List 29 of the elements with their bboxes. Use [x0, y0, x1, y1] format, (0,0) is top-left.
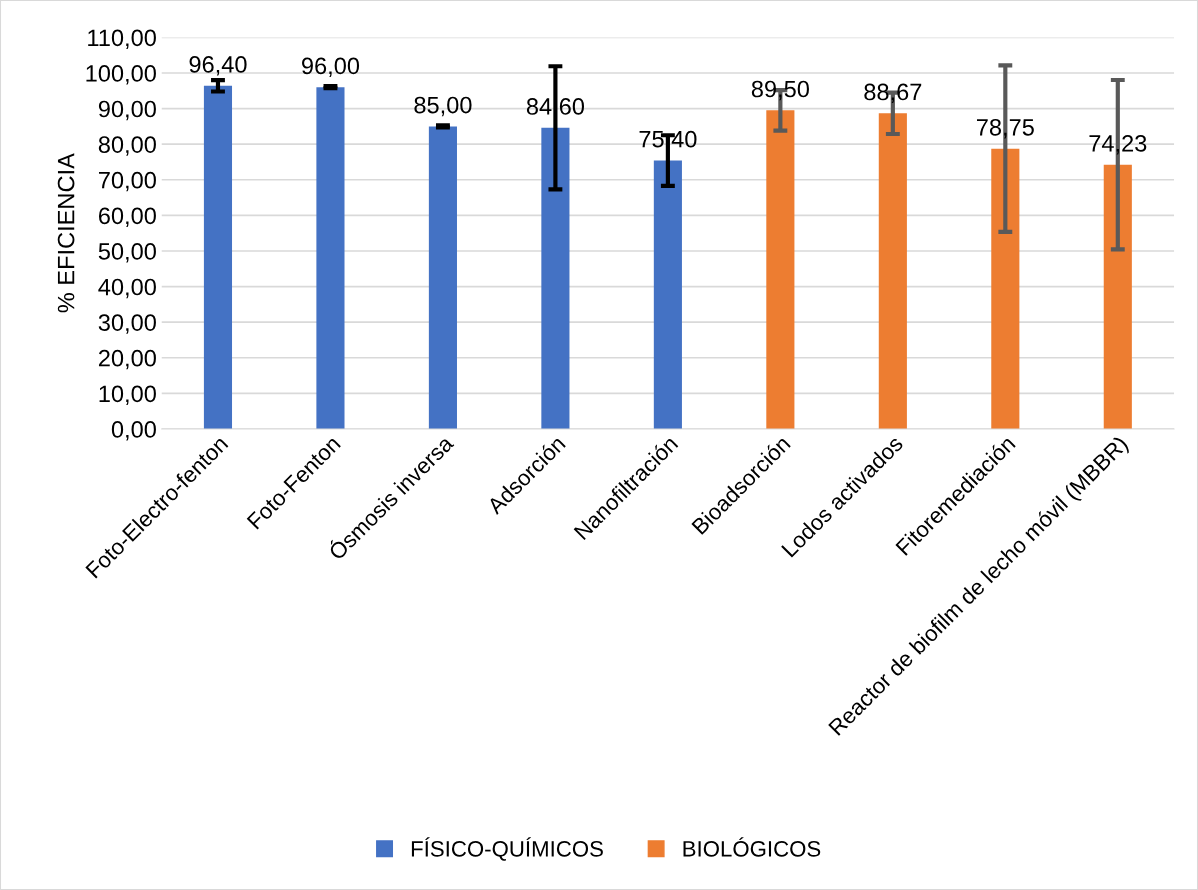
y-axis-title: % EFICIENCIA	[57, 153, 75, 313]
y-tick-label: 70,00	[99, 171, 156, 192]
bar	[766, 110, 795, 429]
y-tick-label: 30,00	[98, 314, 156, 334]
y-tick-label: 110,00	[88, 29, 156, 49]
data-label: 89,50	[751, 80, 809, 101]
y-tick-label: 80,00	[98, 136, 156, 156]
y-tick-label: 0,00	[111, 421, 156, 441]
y-tick-label: 40,00	[98, 278, 156, 299]
data-label: 96,00	[302, 57, 360, 78]
bar	[878, 113, 907, 429]
bar	[653, 160, 682, 429]
y-tick-label: 90,00	[98, 100, 156, 121]
bar	[991, 148, 1020, 429]
bar	[1103, 164, 1132, 429]
y-tick-label: 20,00	[98, 349, 156, 370]
data-label: 88,67	[864, 83, 922, 104]
y-tick-label: 50,00	[98, 243, 156, 263]
legend-label: BIOLÓGICOS	[683, 837, 821, 857]
y-tick-label: 100,00	[86, 65, 156, 85]
bar	[316, 87, 345, 429]
bar	[203, 85, 233, 429]
data-label: 85,00	[414, 96, 472, 117]
bar	[541, 127, 570, 429]
bar	[428, 126, 457, 429]
y-tick-label: 60,00	[98, 207, 156, 227]
y-tick-label: 10,00	[99, 385, 156, 405]
legend-label: FÍSICO-QUÍMICOS	[411, 837, 603, 861]
data-label: 96,40	[189, 56, 247, 76]
